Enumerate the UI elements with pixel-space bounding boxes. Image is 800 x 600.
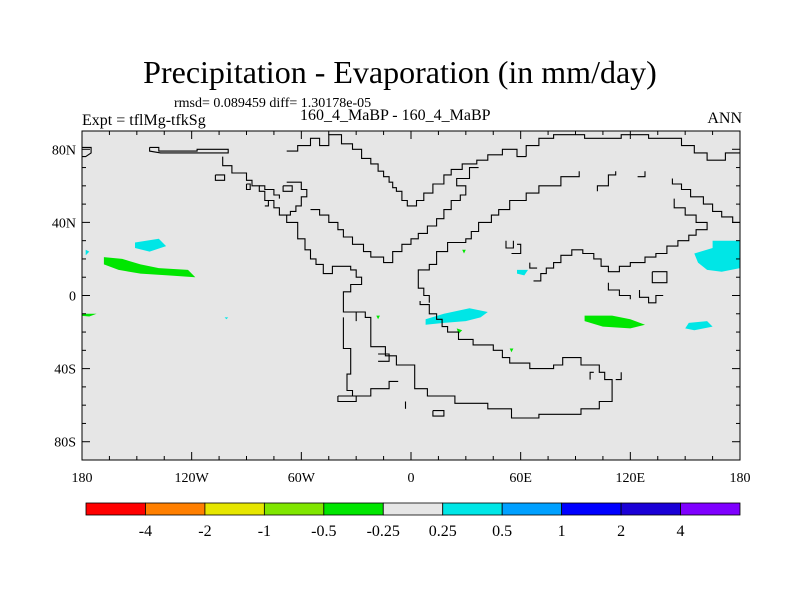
colorbar-label: -0.5 xyxy=(311,523,336,540)
stats-line: rmsd= 0.089459 diff= 1.30178e-05 xyxy=(174,96,372,111)
colorbar-label: 4 xyxy=(677,523,685,540)
coastline-10 xyxy=(310,167,479,264)
period-label: 160_4_MaBP - 160_4_MaBP xyxy=(300,107,491,124)
y-tick-label: 80S xyxy=(54,436,76,451)
x-tick-label: 60E xyxy=(509,471,532,486)
colorbar-label: -0.25 xyxy=(367,523,400,540)
anomaly-region-4 xyxy=(224,317,229,320)
colorbar-swatch xyxy=(501,502,563,516)
colorbar-label: 1 xyxy=(558,523,566,540)
coastline-layer xyxy=(82,134,740,419)
coastline-20 xyxy=(651,271,668,284)
coastline-18 xyxy=(511,243,522,255)
coastline-8 xyxy=(259,185,280,199)
colorbar-swatch xyxy=(680,502,741,516)
colorbar-swatch xyxy=(382,502,444,516)
coastline-17 xyxy=(505,240,514,249)
anomaly-region-2 xyxy=(135,238,167,252)
anomaly-region-0 xyxy=(103,257,196,278)
coastline-22 xyxy=(607,282,631,300)
coastline-3 xyxy=(214,174,226,181)
anomaly-region-13 xyxy=(517,269,528,276)
coastline-14 xyxy=(637,171,646,178)
anomaly-region-8 xyxy=(462,249,466,254)
x-tick-label: 60W xyxy=(288,471,316,486)
chart-title: Precipitation - Evaporation (in mm/day) xyxy=(143,54,657,90)
coastline-26 xyxy=(378,353,390,362)
colorbar-label: 0.25 xyxy=(429,523,457,540)
experiment-label: Expt = tflMg-tfkSg xyxy=(82,112,206,129)
coastline-15 xyxy=(671,178,740,223)
colorbar: -4 -2 -1 -0.5 -0.25 0.25 0.5 1 2 4 xyxy=(85,502,741,540)
anomaly-region-1 xyxy=(82,313,97,317)
x-tick-label: 0 xyxy=(408,471,415,486)
coastline-25 xyxy=(337,395,357,403)
coastline-16 xyxy=(533,198,708,282)
coastline-9 xyxy=(286,134,527,207)
season-label: ANN xyxy=(707,110,742,127)
anomaly-region-7 xyxy=(376,315,380,320)
colorbar-label: -2 xyxy=(198,523,211,540)
colorbar-label: 0.5 xyxy=(492,523,512,540)
coastline-7 xyxy=(286,181,308,216)
colorbar-swatch xyxy=(85,502,146,516)
y-tick-label: 40N xyxy=(52,216,76,231)
x-tick-label: 120W xyxy=(175,471,210,486)
anomaly-region-9 xyxy=(509,348,514,353)
coastline-23 xyxy=(356,301,613,419)
coastline-30 xyxy=(615,372,622,381)
x-tick-label: 180 xyxy=(72,471,93,486)
colorbar-label: 2 xyxy=(617,523,625,540)
x-tick-label: 120E xyxy=(616,471,646,486)
coastline-21 xyxy=(638,290,664,304)
anomaly-region-5 xyxy=(425,308,488,325)
coastline-6 xyxy=(264,199,269,207)
anomaly-region-12 xyxy=(685,321,713,331)
coastline-19 xyxy=(529,262,538,269)
coastline-5 xyxy=(282,185,293,192)
coastline-11 xyxy=(525,134,740,161)
anomaly-region-10 xyxy=(584,315,645,329)
colorbar-label: -4 xyxy=(139,523,152,540)
coastline-12 xyxy=(417,171,580,303)
colorbar-swatch xyxy=(204,502,265,516)
colorbar-swatch xyxy=(442,502,503,516)
coastline-24 xyxy=(342,317,399,397)
anomaly-region-11 xyxy=(694,240,740,272)
y-tick-label: 0 xyxy=(69,290,76,305)
coastline-4 xyxy=(245,183,251,191)
colorbar-swatch xyxy=(263,502,325,516)
coastline-13 xyxy=(596,171,617,192)
colorbar-swatch xyxy=(561,502,622,516)
coastline-2 xyxy=(222,156,363,322)
y-tick-label: 40S xyxy=(54,363,76,378)
colorbar-swatch xyxy=(620,502,681,516)
colorbar-label: -1 xyxy=(258,523,271,540)
coastline-0 xyxy=(82,146,92,158)
axis-ticks: 180 120W 60W 0 60E 120E 180 80N 40N 0 40S 80S xyxy=(52,131,751,486)
colorbar-swatch xyxy=(145,502,206,516)
x-tick-label: 180 xyxy=(730,471,751,486)
y-tick-label: 80N xyxy=(52,143,76,158)
colorbar-swatch xyxy=(323,502,384,516)
coastline-1 xyxy=(149,146,229,154)
anomaly-region-3 xyxy=(85,249,90,256)
coastline-29 xyxy=(589,371,594,380)
map-background xyxy=(82,131,740,460)
coastline-28 xyxy=(432,410,445,417)
anomaly-layer xyxy=(82,238,740,353)
